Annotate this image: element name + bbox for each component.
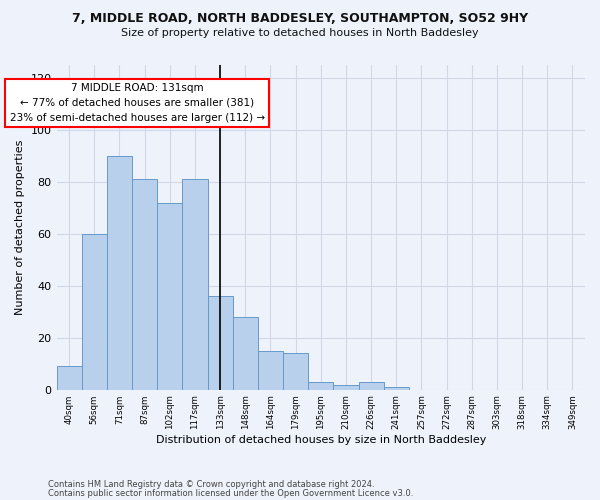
Bar — [283, 354, 308, 390]
Text: Contains HM Land Registry data © Crown copyright and database right 2024.: Contains HM Land Registry data © Crown c… — [48, 480, 374, 489]
X-axis label: Distribution of detached houses by size in North Baddesley: Distribution of detached houses by size … — [155, 435, 486, 445]
Text: 7, MIDDLE ROAD, NORTH BADDESLEY, SOUTHAMPTON, SO52 9HY: 7, MIDDLE ROAD, NORTH BADDESLEY, SOUTHAM… — [72, 12, 528, 26]
Bar — [383, 387, 409, 390]
Bar — [182, 180, 208, 390]
Text: Size of property relative to detached houses in North Baddesley: Size of property relative to detached ho… — [121, 28, 479, 38]
Bar — [56, 366, 82, 390]
Bar — [334, 384, 359, 390]
Bar — [82, 234, 107, 390]
Y-axis label: Number of detached properties: Number of detached properties — [15, 140, 25, 315]
Bar — [258, 350, 283, 390]
Bar — [359, 382, 383, 390]
Bar — [233, 317, 258, 390]
Text: Contains public sector information licensed under the Open Government Licence v3: Contains public sector information licen… — [48, 488, 413, 498]
Bar — [208, 296, 233, 390]
Text: 7 MIDDLE ROAD: 131sqm
← 77% of detached houses are smaller (381)
23% of semi-det: 7 MIDDLE ROAD: 131sqm ← 77% of detached … — [10, 83, 265, 123]
Bar — [157, 202, 182, 390]
Bar — [132, 180, 157, 390]
Bar — [107, 156, 132, 390]
Bar — [308, 382, 334, 390]
